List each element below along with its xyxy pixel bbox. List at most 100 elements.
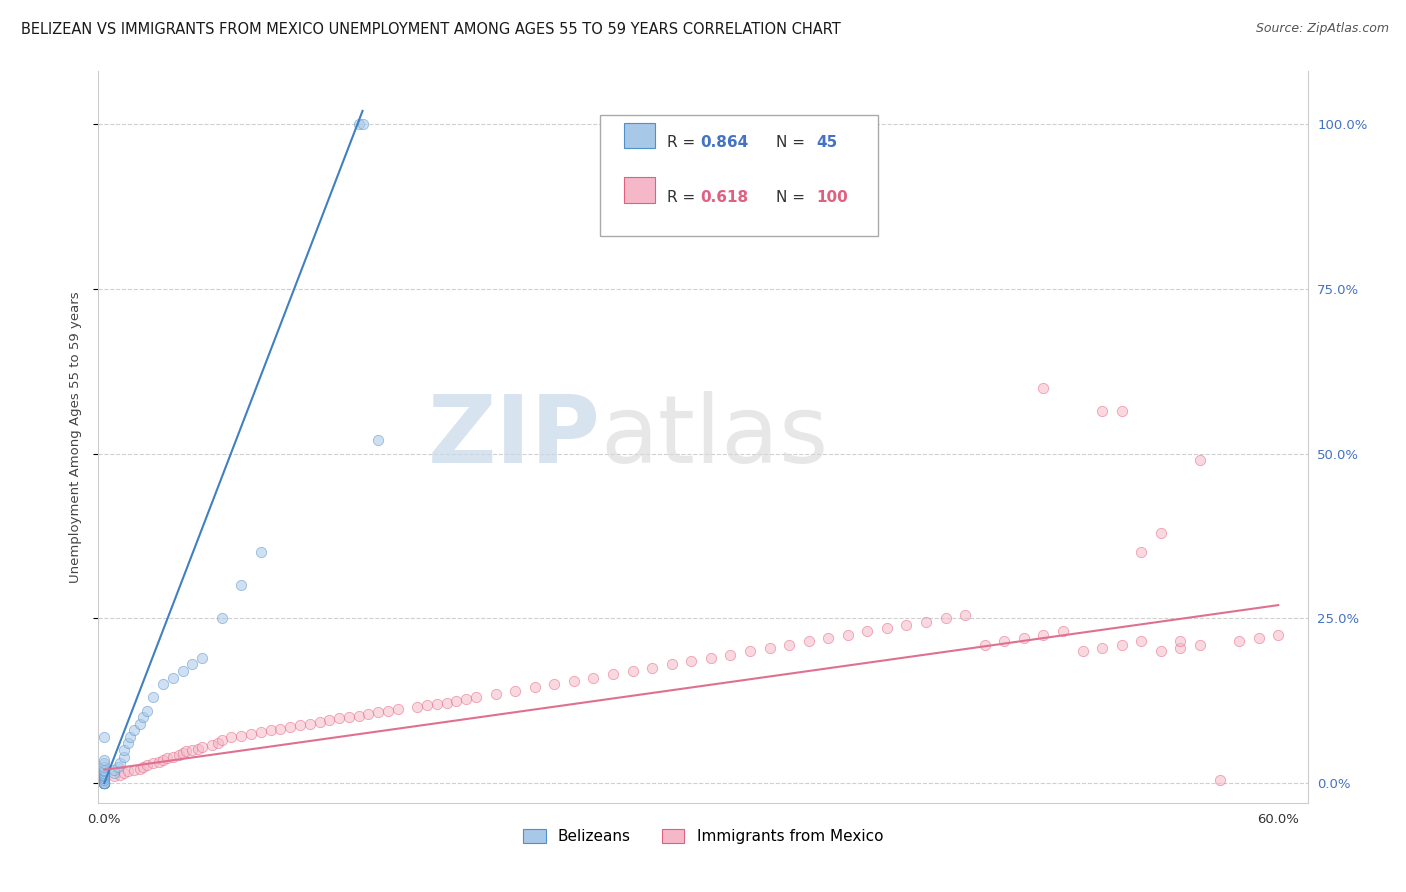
Point: [681, 654, 703, 668]
Bar: [624, 178, 655, 203]
Text: R =: R =: [666, 190, 704, 205]
Point: [142, 690, 165, 705]
Point: [935, 611, 957, 625]
FancyBboxPatch shape: [600, 115, 879, 235]
Point: [456, 691, 478, 706]
Point: [1150, 644, 1173, 658]
Text: 0.618: 0.618: [700, 190, 749, 205]
Point: [191, 739, 214, 754]
Point: [347, 117, 370, 131]
Point: [718, 648, 741, 662]
Point: [465, 690, 488, 705]
Point: [128, 716, 150, 731]
Point: [621, 664, 644, 678]
Point: [103, 766, 125, 780]
Point: [117, 764, 139, 779]
Point: [108, 768, 131, 782]
Point: [93, 772, 115, 787]
Point: [1032, 381, 1054, 395]
Point: [93, 769, 115, 783]
Point: [1247, 631, 1270, 645]
Point: [103, 769, 125, 783]
Bar: [624, 122, 655, 148]
Point: [211, 733, 233, 747]
Point: [328, 711, 350, 725]
Point: [503, 683, 526, 698]
Point: [347, 708, 370, 723]
Point: [1091, 403, 1114, 417]
Point: [93, 776, 115, 790]
Point: [152, 753, 174, 767]
Point: [122, 763, 145, 777]
Text: 0.864: 0.864: [700, 135, 749, 150]
Point: [93, 776, 115, 790]
Point: [298, 716, 321, 731]
Point: [288, 718, 311, 732]
Point: [1208, 772, 1230, 787]
Point: [278, 720, 301, 734]
Text: Source: ZipAtlas.com: Source: ZipAtlas.com: [1256, 22, 1389, 36]
Point: [523, 681, 546, 695]
Point: [93, 776, 115, 790]
Point: [93, 756, 115, 771]
Point: [387, 702, 409, 716]
Point: [250, 545, 273, 559]
Point: [152, 677, 174, 691]
Point: [1091, 640, 1114, 655]
Point: [93, 776, 115, 790]
Point: [107, 759, 129, 773]
Point: [167, 748, 190, 763]
Point: [837, 628, 859, 642]
Point: [406, 700, 429, 714]
Point: [700, 650, 723, 665]
Point: [117, 737, 139, 751]
Y-axis label: Unemployment Among Ages 55 to 59 years: Unemployment Among Ages 55 to 59 years: [69, 292, 83, 582]
Point: [1071, 644, 1094, 658]
Point: [93, 776, 115, 790]
Text: R =: R =: [666, 135, 700, 150]
Point: [93, 776, 115, 790]
Text: N =: N =: [776, 190, 810, 205]
Point: [357, 706, 380, 721]
Point: [93, 776, 115, 790]
Point: [201, 738, 224, 752]
Point: [108, 756, 131, 771]
Point: [484, 687, 506, 701]
Point: [93, 730, 115, 744]
Point: [93, 771, 115, 785]
Point: [93, 776, 115, 790]
Point: [93, 766, 115, 780]
Point: [112, 766, 135, 780]
Point: [172, 747, 194, 761]
Point: [250, 724, 273, 739]
Point: [1111, 403, 1133, 417]
Point: [308, 715, 330, 730]
Point: [543, 677, 565, 691]
Point: [172, 664, 194, 678]
Point: [661, 657, 683, 672]
Point: [1267, 628, 1289, 642]
Point: [136, 757, 159, 772]
Point: [156, 751, 179, 765]
Point: [446, 693, 468, 707]
Point: [93, 764, 115, 779]
Point: [582, 671, 605, 685]
Point: [1227, 634, 1250, 648]
Point: [259, 723, 281, 738]
Point: [142, 756, 165, 771]
Point: [132, 710, 155, 724]
Point: [1012, 631, 1035, 645]
Text: 100: 100: [817, 190, 848, 205]
Point: [231, 578, 253, 592]
Point: [318, 714, 340, 728]
Point: [993, 634, 1015, 648]
Point: [1170, 640, 1192, 655]
Point: [231, 729, 253, 743]
Point: [221, 730, 243, 744]
Text: BELIZEAN VS IMMIGRANTS FROM MEXICO UNEMPLOYMENT AMONG AGES 55 TO 59 YEARS CORREL: BELIZEAN VS IMMIGRANTS FROM MEXICO UNEMP…: [21, 22, 841, 37]
Point: [122, 723, 145, 738]
Point: [148, 755, 170, 769]
Point: [269, 722, 291, 736]
Point: [738, 644, 761, 658]
Text: 45: 45: [817, 135, 838, 150]
